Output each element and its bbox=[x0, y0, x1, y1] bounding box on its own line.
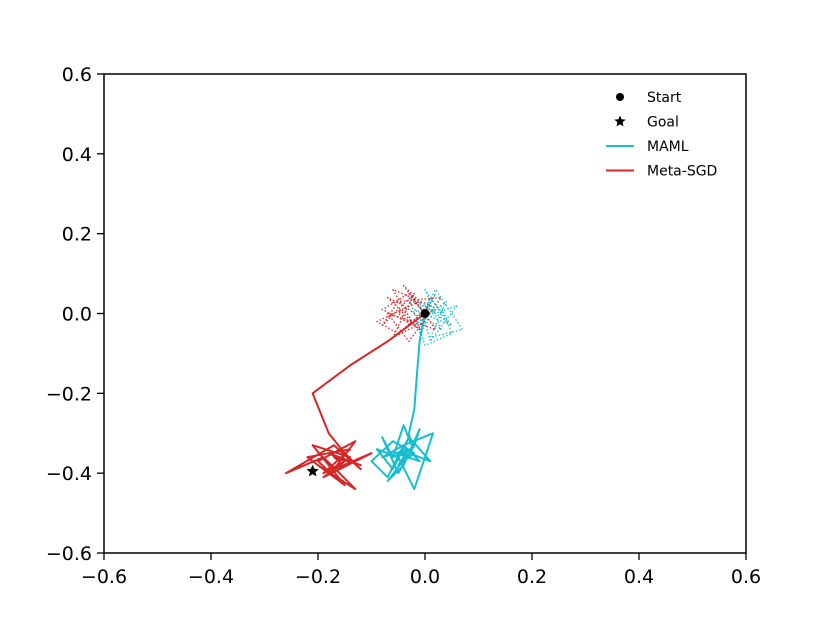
y-tick-label: 0.0 bbox=[62, 304, 92, 326]
legend-label-meta-sgd: Meta-SGD bbox=[647, 164, 717, 180]
legend-label-start: Start bbox=[647, 90, 682, 106]
legend-swatch-goal bbox=[614, 115, 626, 127]
x-tick-label: 0.6 bbox=[731, 566, 761, 588]
marker-start bbox=[420, 309, 430, 318]
x-tick-label: 0.0 bbox=[410, 566, 440, 588]
y-tick-label: 0.2 bbox=[62, 224, 92, 246]
y-tick-label: −0.6 bbox=[46, 543, 92, 565]
axes: −0.6 −0.4 −0.2 0.0 0.2 0.4 0.6 −0.6 −0.4 −0.2 0.0 0… bbox=[46, 64, 761, 588]
y-tick-label: −0.2 bbox=[46, 383, 92, 405]
y-tick-label: 0.6 bbox=[62, 64, 92, 86]
x-tick-label: 0.2 bbox=[517, 566, 547, 588]
legend-label-goal: Goal bbox=[647, 115, 679, 131]
legend-swatch-start bbox=[616, 93, 624, 101]
series-line-meta-sgd-pre-update bbox=[376, 284, 442, 343]
series-line-maml-pre-update bbox=[408, 288, 464, 347]
legend: Start Goal MAML Meta-SGD bbox=[606, 90, 717, 180]
y-tick-label: −0.4 bbox=[46, 463, 92, 485]
x-tick-label: −0.2 bbox=[295, 566, 341, 588]
marker-goal bbox=[306, 464, 319, 477]
legend-label-maml: MAML bbox=[647, 139, 689, 155]
y-tick-label: 0.4 bbox=[62, 144, 92, 166]
series-line-meta-sgd bbox=[284, 312, 426, 491]
plot-series-group bbox=[284, 284, 464, 491]
plot-area bbox=[284, 284, 464, 491]
x-tick-label: −0.6 bbox=[81, 566, 127, 588]
x-tick-label: 0.4 bbox=[624, 566, 654, 588]
series-line-maml bbox=[370, 313, 434, 491]
x-tick-label: −0.4 bbox=[188, 566, 234, 588]
